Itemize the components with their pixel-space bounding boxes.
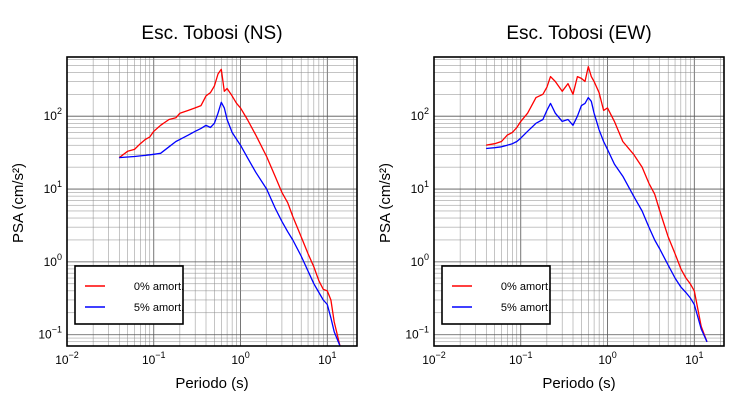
y-tick-label: 10−1 (38, 325, 62, 342)
legend-label: 0% amort. (134, 281, 184, 293)
series-line-damped (119, 101, 341, 347)
legend: 0% amort. 5% amort. (74, 265, 184, 325)
y-axis-label: PSA (cm/s²) (377, 163, 394, 243)
y-tick-label: 100 (44, 252, 62, 269)
x-tick-label: 10−1 (142, 350, 166, 367)
legend: 0% amort. 5% amort. (441, 265, 551, 325)
y-tick-label: 101 (44, 179, 62, 196)
x-tick-label: 100 (231, 350, 249, 367)
y-tick-label: 100 (411, 252, 429, 269)
x-tick-label: 101 (318, 350, 336, 367)
plot-frame (66, 56, 358, 347)
legend-label: 5% amort. (501, 302, 551, 314)
y-axis-label: PSA (cm/s²) (10, 163, 27, 243)
chart-panel-ns: Esc. Tobosi (NS) Periodo (s) PSA (cm/s²)… (10, 23, 358, 392)
chart-title: Esc. Tobosi (EW) (506, 23, 651, 44)
x-tick-label: 10−2 (422, 350, 446, 367)
y-tick-label: 101 (411, 179, 429, 196)
legend-label: 0% amort. (501, 281, 551, 293)
series-line-undamped (486, 65, 708, 343)
x-tick-label: 101 (685, 350, 703, 367)
legend-box (74, 265, 184, 325)
y-tick-label: 102 (411, 106, 429, 123)
x-axis-label: Periodo (s) (175, 375, 248, 392)
y-tick-label: 10−1 (405, 325, 429, 342)
series-line-undamped (118, 68, 341, 347)
plot-frame (433, 56, 725, 347)
chart-panel-ew: Esc. Tobosi (EW) Periodo (s) PSA (cm/s²)… (377, 23, 725, 392)
x-tick-label: 10−1 (509, 350, 533, 367)
x-axis-label: Periodo (s) (542, 375, 615, 392)
chart-title: Esc. Tobosi (NS) (141, 23, 282, 44)
legend-box (441, 265, 551, 325)
x-tick-label: 10−2 (55, 350, 79, 367)
x-tick-label: 100 (598, 350, 616, 367)
y-tick-label: 102 (44, 106, 62, 123)
series-line-damped (486, 96, 708, 343)
legend-label: 5% amort. (134, 302, 184, 314)
